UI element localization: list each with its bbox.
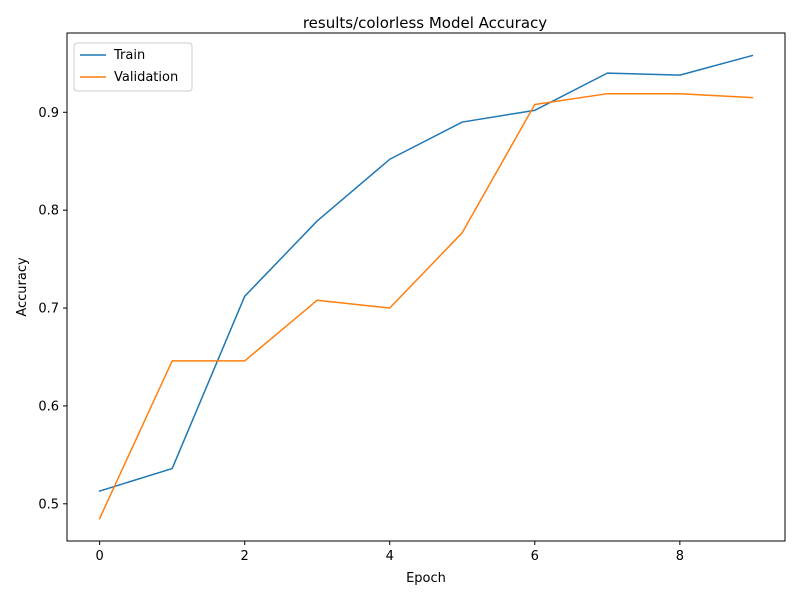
plot-area [98, 54, 754, 520]
axes-frame [66, 32, 786, 542]
chart-title: results/colorless Model Accuracy [303, 14, 547, 32]
y-tick-label: 0.8 [38, 204, 59, 219]
y-axis-label: Accuracy [15, 257, 30, 317]
x-axis-ticks: 0 2 4 6 8 [95, 541, 684, 564]
x-tick-label: 0 [95, 549, 103, 564]
legend: Train Validation [73, 42, 193, 92]
legend-label-validation: Validation [114, 70, 178, 85]
x-axis-label: Epoch [406, 571, 446, 586]
y-tick-label: 0.7 [38, 302, 59, 317]
x-tick-label: 8 [676, 549, 684, 564]
series-line-validation [98, 92, 754, 520]
x-tick-label: 6 [531, 549, 539, 564]
y-tick-label: 0.9 [38, 106, 59, 121]
legend-label-train: Train [113, 48, 145, 63]
y-tick-label: 0.5 [38, 497, 59, 512]
y-axis-ticks: 0.5 0.6 0.7 0.8 0.9 [38, 106, 67, 512]
x-tick-label: 4 [386, 549, 394, 564]
x-tick-label: 2 [241, 549, 249, 564]
series-line-train [98, 54, 754, 493]
y-tick-label: 0.6 [38, 399, 59, 414]
